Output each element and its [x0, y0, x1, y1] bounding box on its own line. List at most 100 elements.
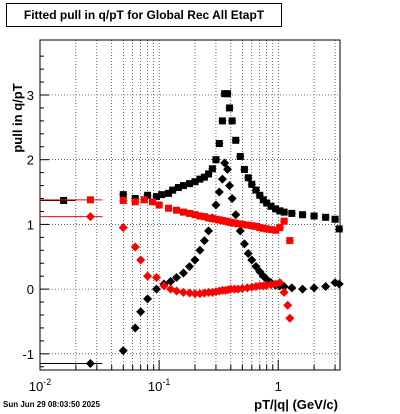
- grid-lines: [39, 40, 340, 370]
- data-point: [143, 271, 153, 281]
- data-point: [60, 196, 68, 204]
- data-point: [166, 276, 176, 286]
- data-point: [280, 217, 288, 225]
- data-point: [143, 294, 153, 304]
- data-point: [158, 191, 166, 199]
- data-point: [205, 170, 213, 178]
- data-point: [179, 208, 187, 216]
- data-point: [136, 255, 146, 265]
- data-point: [299, 211, 307, 219]
- series-2: [40, 196, 294, 245]
- data-point: [222, 164, 232, 174]
- data-point: [200, 173, 208, 181]
- data-point: [280, 208, 288, 216]
- data-point: [86, 196, 94, 204]
- data-point: [236, 152, 244, 160]
- data-point: [191, 211, 199, 219]
- data-point: [191, 178, 199, 186]
- data-point: [119, 191, 127, 199]
- data-point: [136, 307, 146, 317]
- data-point: [263, 225, 271, 233]
- data-point: [252, 222, 260, 230]
- chart-title: Fitted pull in q/pT for Global Rec All E…: [6, 3, 282, 27]
- data-point: [172, 286, 182, 296]
- data-point: [275, 278, 285, 288]
- data-point: [286, 237, 294, 245]
- y-tick-label: 3: [27, 88, 34, 103]
- data-point: [223, 90, 231, 98]
- data-point: [195, 245, 205, 255]
- data-point: [321, 282, 331, 292]
- data-point: [155, 201, 163, 209]
- series-1: [40, 158, 344, 369]
- data-point: [244, 174, 252, 182]
- data-point: [196, 175, 204, 183]
- data-point: [239, 239, 249, 249]
- data-point: [218, 117, 226, 125]
- data-point: [118, 346, 128, 356]
- data-point: [310, 212, 318, 220]
- x-tick-label: 10-1: [148, 377, 170, 394]
- data-point: [256, 224, 264, 232]
- data-point: [243, 221, 251, 229]
- data-point: [118, 223, 128, 233]
- data-point: [178, 287, 188, 297]
- series-3: [40, 212, 295, 323]
- data-point: [272, 226, 280, 234]
- data-point: [211, 200, 221, 210]
- data-marks: [40, 90, 344, 369]
- data-point: [212, 156, 220, 164]
- data-point: [205, 214, 213, 222]
- data-point: [238, 220, 246, 228]
- data-point: [231, 210, 241, 220]
- data-point: [263, 199, 271, 207]
- axis-ticks: [39, 55, 336, 370]
- data-point: [331, 215, 339, 223]
- data-point: [240, 165, 248, 173]
- data-point: [204, 226, 214, 236]
- data-point: [151, 284, 161, 294]
- data-point: [225, 181, 235, 191]
- data-point: [165, 189, 173, 197]
- timestamp: Sun Jun 29 08:03:50 2025: [3, 400, 100, 409]
- data-point: [234, 220, 242, 228]
- data-point: [214, 187, 224, 197]
- data-point: [248, 222, 256, 230]
- data-point: [200, 213, 208, 221]
- data-point: [285, 313, 295, 323]
- data-point: [279, 287, 289, 297]
- data-point: [235, 226, 245, 236]
- data-point: [152, 193, 160, 201]
- data-point: [251, 261, 261, 271]
- x-tick-label: 1: [275, 379, 282, 394]
- data-point: [220, 158, 230, 168]
- data-point: [276, 224, 284, 232]
- data-point: [217, 174, 227, 184]
- data-point: [247, 255, 257, 265]
- data-point: [199, 236, 209, 246]
- data-point: [85, 212, 95, 222]
- data-point: [151, 272, 161, 282]
- data-point: [208, 165, 216, 173]
- data-point: [186, 209, 194, 217]
- y-axis-label: pull in q/pT: [10, 83, 25, 152]
- data-point: [130, 323, 140, 333]
- data-point: [267, 202, 275, 210]
- data-point: [130, 242, 140, 252]
- data-point: [119, 196, 127, 204]
- data-point: [276, 207, 284, 215]
- tick-labels: -1 0 1 2 3 10-2 10-1 1: [22, 88, 281, 394]
- data-point: [169, 186, 177, 194]
- data-point: [322, 213, 330, 221]
- data-point: [140, 196, 148, 204]
- y-tick-label: 1: [27, 217, 34, 232]
- data-point: [149, 198, 157, 206]
- data-point: [215, 140, 223, 148]
- data-point: [159, 281, 169, 291]
- data-point: [256, 191, 264, 199]
- data-point: [174, 184, 182, 192]
- data-point: [252, 186, 260, 194]
- data-point: [178, 268, 188, 278]
- data-point: [190, 289, 200, 299]
